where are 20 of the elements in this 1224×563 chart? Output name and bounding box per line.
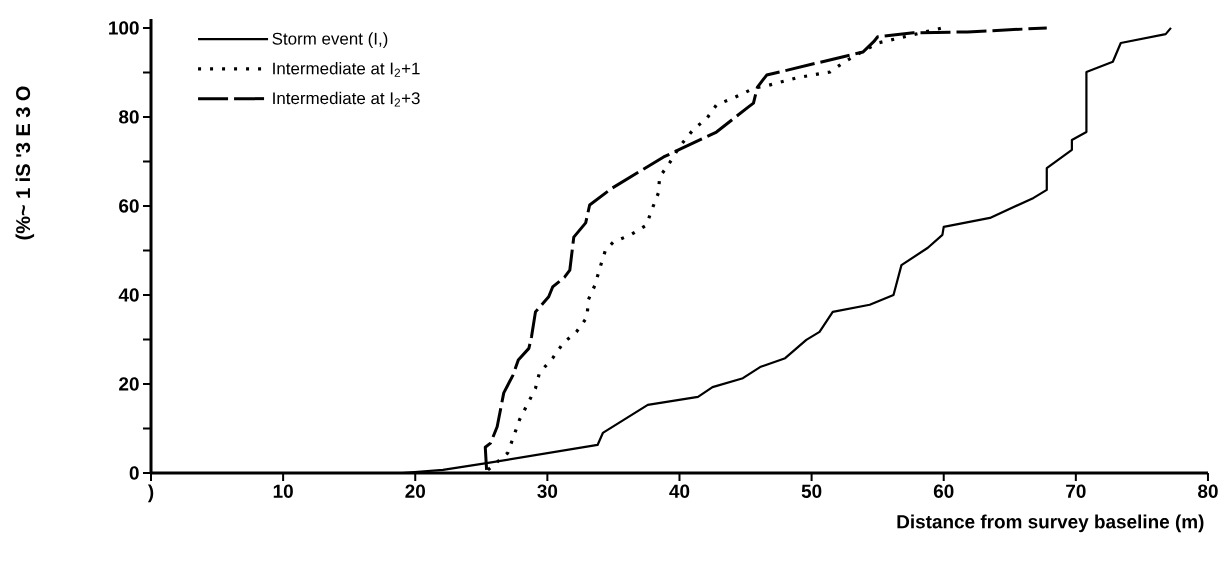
x-tick-label: 30 bbox=[537, 484, 558, 498]
y-tick-label: 20 bbox=[119, 377, 139, 391]
y-tick-label: 60 bbox=[119, 199, 139, 213]
y-axis-title: (%~ 1 iS '3 E 3 O bbox=[15, 86, 35, 240]
x-tick-label: 70 bbox=[1066, 484, 1086, 498]
x-tick-label: 20 bbox=[405, 484, 425, 498]
x-tick-label: 60 bbox=[933, 484, 954, 498]
x-axis-title: Distance from survey baseline (m) bbox=[897, 514, 1204, 533]
x-tick-label: 10 bbox=[273, 484, 293, 498]
y-tick-label: 100 bbox=[109, 21, 139, 35]
legend-label: Storm event (I,) bbox=[272, 32, 388, 49]
y-tick-label: 0 bbox=[129, 466, 139, 480]
y-tick-label: 40 bbox=[118, 288, 139, 302]
x-tick-label: ) bbox=[147, 484, 154, 503]
x-tick-label: 80 bbox=[1198, 484, 1218, 498]
legend-label: Intermediate at I$_{2}$+1 bbox=[273, 62, 420, 77]
x-tick-label: 50 bbox=[801, 484, 822, 498]
legend-label: Intermediate at I$_{2}$+3 bbox=[273, 91, 420, 107]
x-tick-label: 40 bbox=[669, 484, 690, 498]
y-tick-label: 80 bbox=[119, 110, 139, 124]
